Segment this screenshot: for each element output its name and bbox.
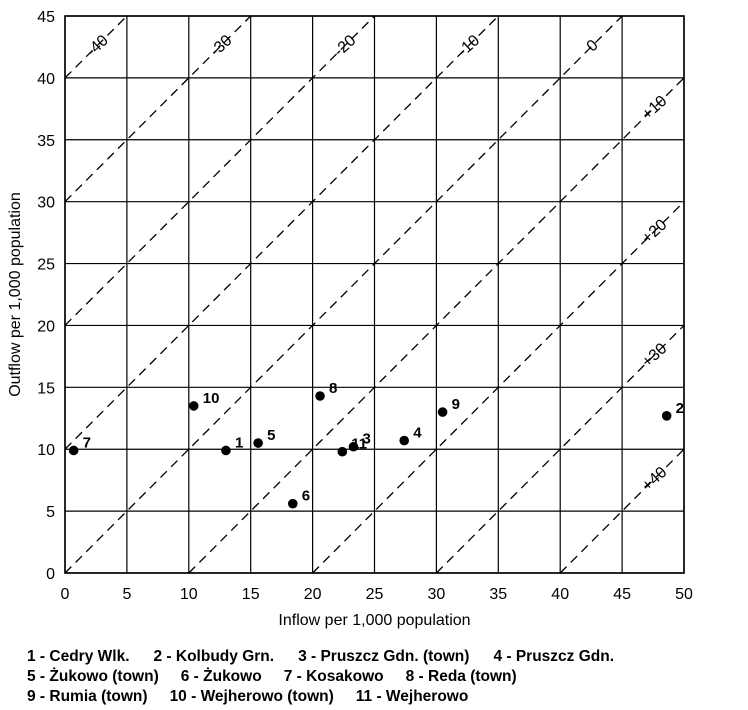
- y-tick-label: 10: [37, 442, 55, 459]
- diagonal-lines: [64, 15, 685, 574]
- y-tick-label: 25: [37, 257, 55, 274]
- y-tick-label: 15: [37, 380, 55, 397]
- x-tick-label: 15: [242, 586, 260, 603]
- y-tick-label: 35: [37, 133, 55, 150]
- legend-entry: 8 - Reda (town): [405, 668, 517, 685]
- y-tick-label: 0: [46, 566, 55, 583]
- point-label: 6: [302, 488, 310, 505]
- diagonal-line: [435, 324, 685, 574]
- y-tick-label: 5: [46, 504, 55, 521]
- point-marker: [315, 391, 325, 401]
- scatter-chart: -40 -30 -20 -10 0+10+20+30+40 0 5 10 15 20 25 30 35…: [7, 9, 693, 629]
- diagonal-line: [64, 15, 623, 574]
- legend-entry: 1 - Cedry Wlk.: [27, 648, 130, 665]
- point-label: 7: [83, 434, 91, 451]
- data-point-1: 1: [221, 434, 243, 456]
- x-tick-label: 5: [122, 586, 131, 603]
- data-point-4: 4: [399, 425, 422, 446]
- x-tick-label: 30: [428, 586, 446, 603]
- point-marker: [337, 446, 348, 457]
- data-point-3: 3: [348, 431, 371, 452]
- data-point-5: 5: [253, 427, 275, 448]
- x-axis-label: Inflow per 1,000 population: [278, 612, 470, 629]
- x-tick-label: 40: [551, 586, 569, 603]
- x-tick-label: 45: [613, 586, 631, 603]
- point-marker: [348, 441, 359, 452]
- data-points: 1 2 3 4 5 6 7 8 9 10 11: [68, 380, 684, 509]
- legend-entry: 11 - Wejherowo: [355, 688, 469, 705]
- x-tick-labels: 0 5 10 15 20 25 30 35 40 45 50: [61, 586, 693, 603]
- point-marker: [68, 445, 79, 456]
- point-label: 5: [267, 427, 275, 444]
- data-point-2: 2: [661, 400, 684, 421]
- diagonal-label: +10: [639, 93, 671, 124]
- legend-entry: 9 - Rumia (town): [27, 688, 148, 705]
- data-point-8: 8: [315, 380, 337, 401]
- point-label: 1: [235, 434, 243, 451]
- y-tick-label: 45: [37, 9, 55, 26]
- data-point-10: 10: [188, 390, 220, 411]
- legend: 1 - Cedry Wlk. 2 - Kolbudy Grn. 3 - Pruszc…: [0, 647, 748, 707]
- data-point-6: 6: [287, 488, 310, 509]
- point-label: 3: [362, 431, 370, 448]
- point-label: 2: [676, 400, 684, 417]
- point-marker: [399, 435, 410, 446]
- point-marker: [287, 498, 298, 509]
- legend-entry: 5 - Żukowo (town): [27, 668, 159, 685]
- y-tick-label: 30: [37, 195, 55, 212]
- point-label: 8: [329, 380, 337, 397]
- legend-entry: 10 - Wejherowo (town): [169, 688, 334, 705]
- diagonal-line: [188, 77, 685, 574]
- x-tick-label: 10: [180, 586, 198, 603]
- data-point-7: 7: [68, 434, 91, 456]
- point-label: 11: [351, 436, 367, 453]
- diagonal-label: +40: [639, 464, 671, 495]
- legend-entry: 4 - Pruszcz Gdn.: [493, 648, 615, 665]
- x-tick-label: 20: [304, 586, 322, 603]
- diagonal-label: -30: [207, 32, 236, 60]
- legend-line-1: 1 - Cedry Wlk. 2 - Kolbudy Grn. 3 - Pruszc…: [0, 647, 748, 667]
- point-marker: [221, 445, 231, 456]
- point-marker: [253, 438, 263, 448]
- x-tick-label: 35: [489, 586, 507, 603]
- y-tick-labels: 0 5 10 15 20 25 30 35 40 45: [37, 9, 55, 583]
- point-marker: [437, 407, 448, 417]
- data-point-9: 9: [437, 396, 460, 417]
- point-marker: [188, 401, 199, 411]
- plot-frame: [64, 15, 685, 574]
- legend-entry: 7 - Kosakowo: [283, 668, 384, 685]
- diagonal-line: [64, 15, 499, 450]
- y-tick-label: 40: [37, 71, 55, 88]
- legend-line-2: 5 - Żukowo (town) 6 - Żukowo 7 - Kosakowo 8…: [0, 667, 748, 687]
- legend-entry: 3 - Pruszcz Gdn. (town): [298, 648, 470, 665]
- point-label: 9: [452, 396, 460, 413]
- y-axis-label: Outflow per 1,000 population: [7, 192, 24, 397]
- diagonal-line: [64, 15, 375, 326]
- x-tick-label: 0: [61, 586, 70, 603]
- legend-entry: 6 - Żukowo: [180, 668, 262, 685]
- diagonal-line: [312, 201, 685, 574]
- x-tick-label: 50: [675, 586, 693, 603]
- point-label: 4: [413, 425, 422, 442]
- diagonal-line: [64, 15, 252, 203]
- point-label: 10: [203, 390, 220, 407]
- legend-line-3: 9 - Rumia (town) 10 - Wejherowo (town) 11 …: [0, 687, 748, 707]
- legend-entry: 2 - Kolbudy Grn.: [153, 648, 275, 665]
- point-marker: [661, 411, 672, 421]
- y-tick-label: 20: [37, 318, 55, 335]
- data-point-11: 11: [337, 436, 367, 457]
- x-tick-label: 25: [366, 586, 384, 603]
